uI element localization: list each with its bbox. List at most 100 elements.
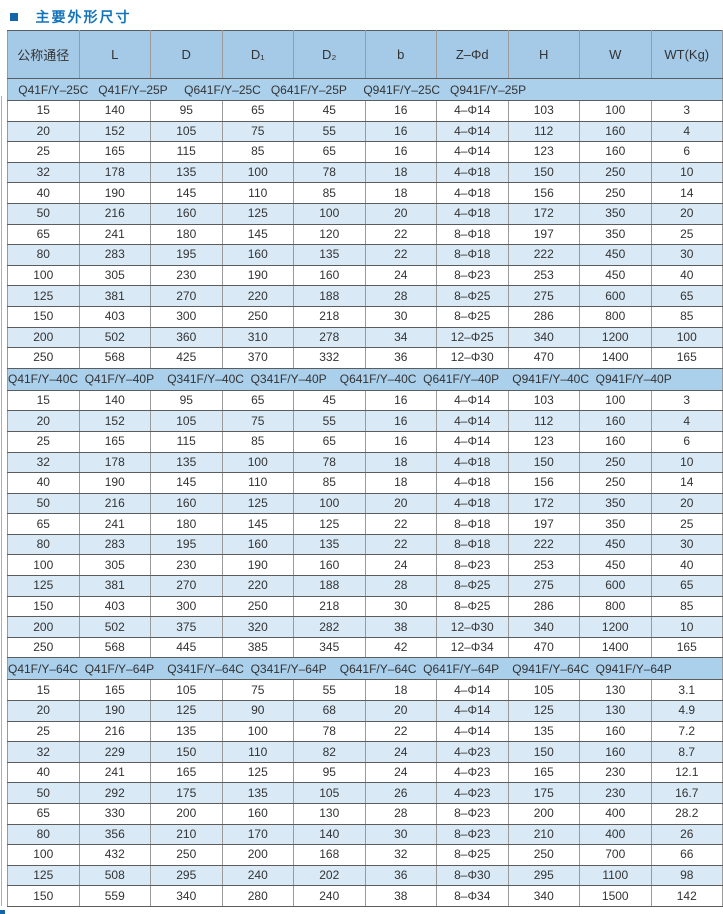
- table-cell: 216: [78, 492, 151, 515]
- table-cell: 222: [507, 533, 580, 556]
- table-cell: 98: [650, 864, 723, 887]
- table-cell: 425: [150, 347, 223, 369]
- table-cell: 6: [650, 430, 723, 453]
- table-cell: 112: [507, 120, 580, 143]
- table-cell: 4: [650, 410, 723, 432]
- table-cell: 110: [221, 472, 294, 494]
- table-row: 80 356 210 170 140 30 8–Φ23 210 400 26: [7, 823, 723, 846]
- table-row: 200 502 375 320 282 38 12–Φ30 340 1200 10: [7, 616, 723, 638]
- table-cell: 800: [579, 305, 652, 328]
- table-cell: 220: [221, 575, 294, 597]
- table-cell: 278: [293, 326, 366, 349]
- table-cell: 16: [364, 389, 437, 412]
- table-cell: 150: [7, 305, 80, 328]
- table-row: 50 292 175 135 105 26 4–Φ23 175 230 16.7: [7, 782, 723, 804]
- table-cell: 30: [364, 595, 437, 618]
- table-cell: 130: [579, 679, 652, 702]
- table-row: 150 559 340 280 240 38 8–Φ34 340 1500 142: [7, 885, 723, 907]
- table-cell: 3: [650, 100, 723, 122]
- table-cell: 10: [650, 161, 723, 184]
- table-cell: 8–Φ18: [436, 244, 509, 266]
- table-cell: 220: [221, 285, 294, 307]
- table-cell: 12–Φ30: [436, 616, 509, 638]
- dimensions-table: 公称通径 L D D₁ D₂ b Z–Φd H W WT(Kg) Q41F/Y–25C Q41F/…: [7, 30, 723, 907]
- table-row: 50 216 160 125 100 20 4–Φ18 172 350 20: [7, 202, 723, 225]
- table-cell: 22: [364, 533, 437, 556]
- table-cell: 125: [7, 575, 80, 597]
- table-cell: 190: [78, 472, 151, 494]
- table-cell: 14: [650, 472, 723, 494]
- table-cell: 20: [364, 492, 437, 515]
- table-cell: 295: [507, 864, 580, 887]
- table-cell: 152: [78, 410, 151, 432]
- table-cell: 400: [579, 803, 652, 825]
- table-row: 100 432 250 200 168 32 8–Φ25 250 700 66: [7, 844, 723, 866]
- table-cell: 559: [78, 885, 151, 907]
- table-cell: 12.1: [650, 761, 723, 784]
- table-cell: 160: [293, 554, 366, 577]
- table-cell: 370: [221, 347, 294, 369]
- table-cell: 450: [579, 244, 652, 266]
- table-row: 15 140 95 65 45 16 4–Φ14 103 100 3: [7, 389, 723, 412]
- table-cell: 156: [507, 472, 580, 494]
- table-cell: 3: [650, 389, 723, 412]
- table-cell: 229: [78, 741, 151, 763]
- table-cell: 286: [507, 595, 580, 618]
- header-cell: Z–Φd: [436, 30, 509, 79]
- table-cell: 332: [293, 347, 366, 369]
- table-cell: 55: [293, 410, 366, 432]
- table-cell: 160: [150, 492, 223, 515]
- table-cell: 50: [7, 492, 80, 515]
- table-cell: 105: [150, 679, 223, 702]
- table-cell: 160: [579, 430, 652, 453]
- table-row: 100 305 230 190 160 24 8–Φ23 253 450 40: [7, 554, 723, 577]
- table-cell: 275: [507, 285, 580, 307]
- table-cell: 8–Φ34: [436, 885, 509, 907]
- table-row: 65 330 200 160 130 28 8–Φ23 200 400 28.2: [7, 803, 723, 825]
- table-cell: 20: [650, 492, 723, 515]
- table-cell: 202: [293, 864, 366, 887]
- table-cell: 160: [579, 141, 652, 163]
- table-cell: 230: [150, 264, 223, 287]
- table-cell: 190: [221, 554, 294, 577]
- section-band-row: Q41F/Y–64C Q41F/Y–64P Q341F/Y–64C Q341F/…: [7, 657, 723, 681]
- table-cell: 175: [507, 782, 580, 804]
- table-cell: 135: [150, 161, 223, 184]
- table-cell: 282: [293, 616, 366, 638]
- table-cell: 4–Φ18: [436, 472, 509, 494]
- table-row: 80 283 195 160 135 22 8–Φ18 222 450 30: [7, 244, 723, 266]
- table-cell: 25: [7, 430, 80, 453]
- table-cell: 250: [150, 844, 223, 866]
- table-cell: 100: [7, 554, 80, 577]
- header-cell: D₁: [221, 30, 294, 79]
- table-cell: 125: [221, 492, 294, 515]
- table-cell: 112: [507, 410, 580, 432]
- table-cell: 432: [78, 844, 151, 866]
- table-cell: 135: [150, 451, 223, 474]
- table-row: 32 178 135 100 78 18 4–Φ18 150 250 10: [7, 451, 723, 474]
- table-cell: 200: [221, 844, 294, 866]
- table-cell: 22: [364, 513, 437, 535]
- table-cell: 4–Φ14: [436, 679, 509, 702]
- header-cell: D₂: [293, 30, 366, 79]
- table-cell: 165: [78, 141, 151, 163]
- table-cell: 4–Φ14: [436, 700, 509, 722]
- table-cell: 90: [221, 700, 294, 722]
- table-row: 200 502 360 310 278 34 12–Φ25 340 1200 100: [7, 326, 723, 349]
- table-cell: 65: [293, 430, 366, 453]
- header-cell: H: [507, 30, 580, 79]
- table-cell: 125: [221, 761, 294, 784]
- table-cell: 100: [7, 264, 80, 287]
- table-cell: 180: [150, 513, 223, 535]
- table-cell: 4–Φ18: [436, 451, 509, 474]
- table-row: 125 508 295 240 202 36 8–Φ30 295 1100 98: [7, 864, 723, 887]
- table-cell: 78: [293, 720, 366, 743]
- table-row: 125 381 270 220 188 28 8–Φ25 275 600 65: [7, 285, 723, 307]
- table-cell: 40: [650, 554, 723, 577]
- table-cell: 160: [579, 410, 652, 432]
- table-row: 250 568 445 385 345 42 12–Φ34 470 1400 165: [7, 636, 723, 659]
- table-cell: 250: [579, 182, 652, 204]
- table-cell: 110: [221, 741, 294, 763]
- table-cell: 82: [293, 741, 366, 763]
- table-cell: 4: [650, 120, 723, 143]
